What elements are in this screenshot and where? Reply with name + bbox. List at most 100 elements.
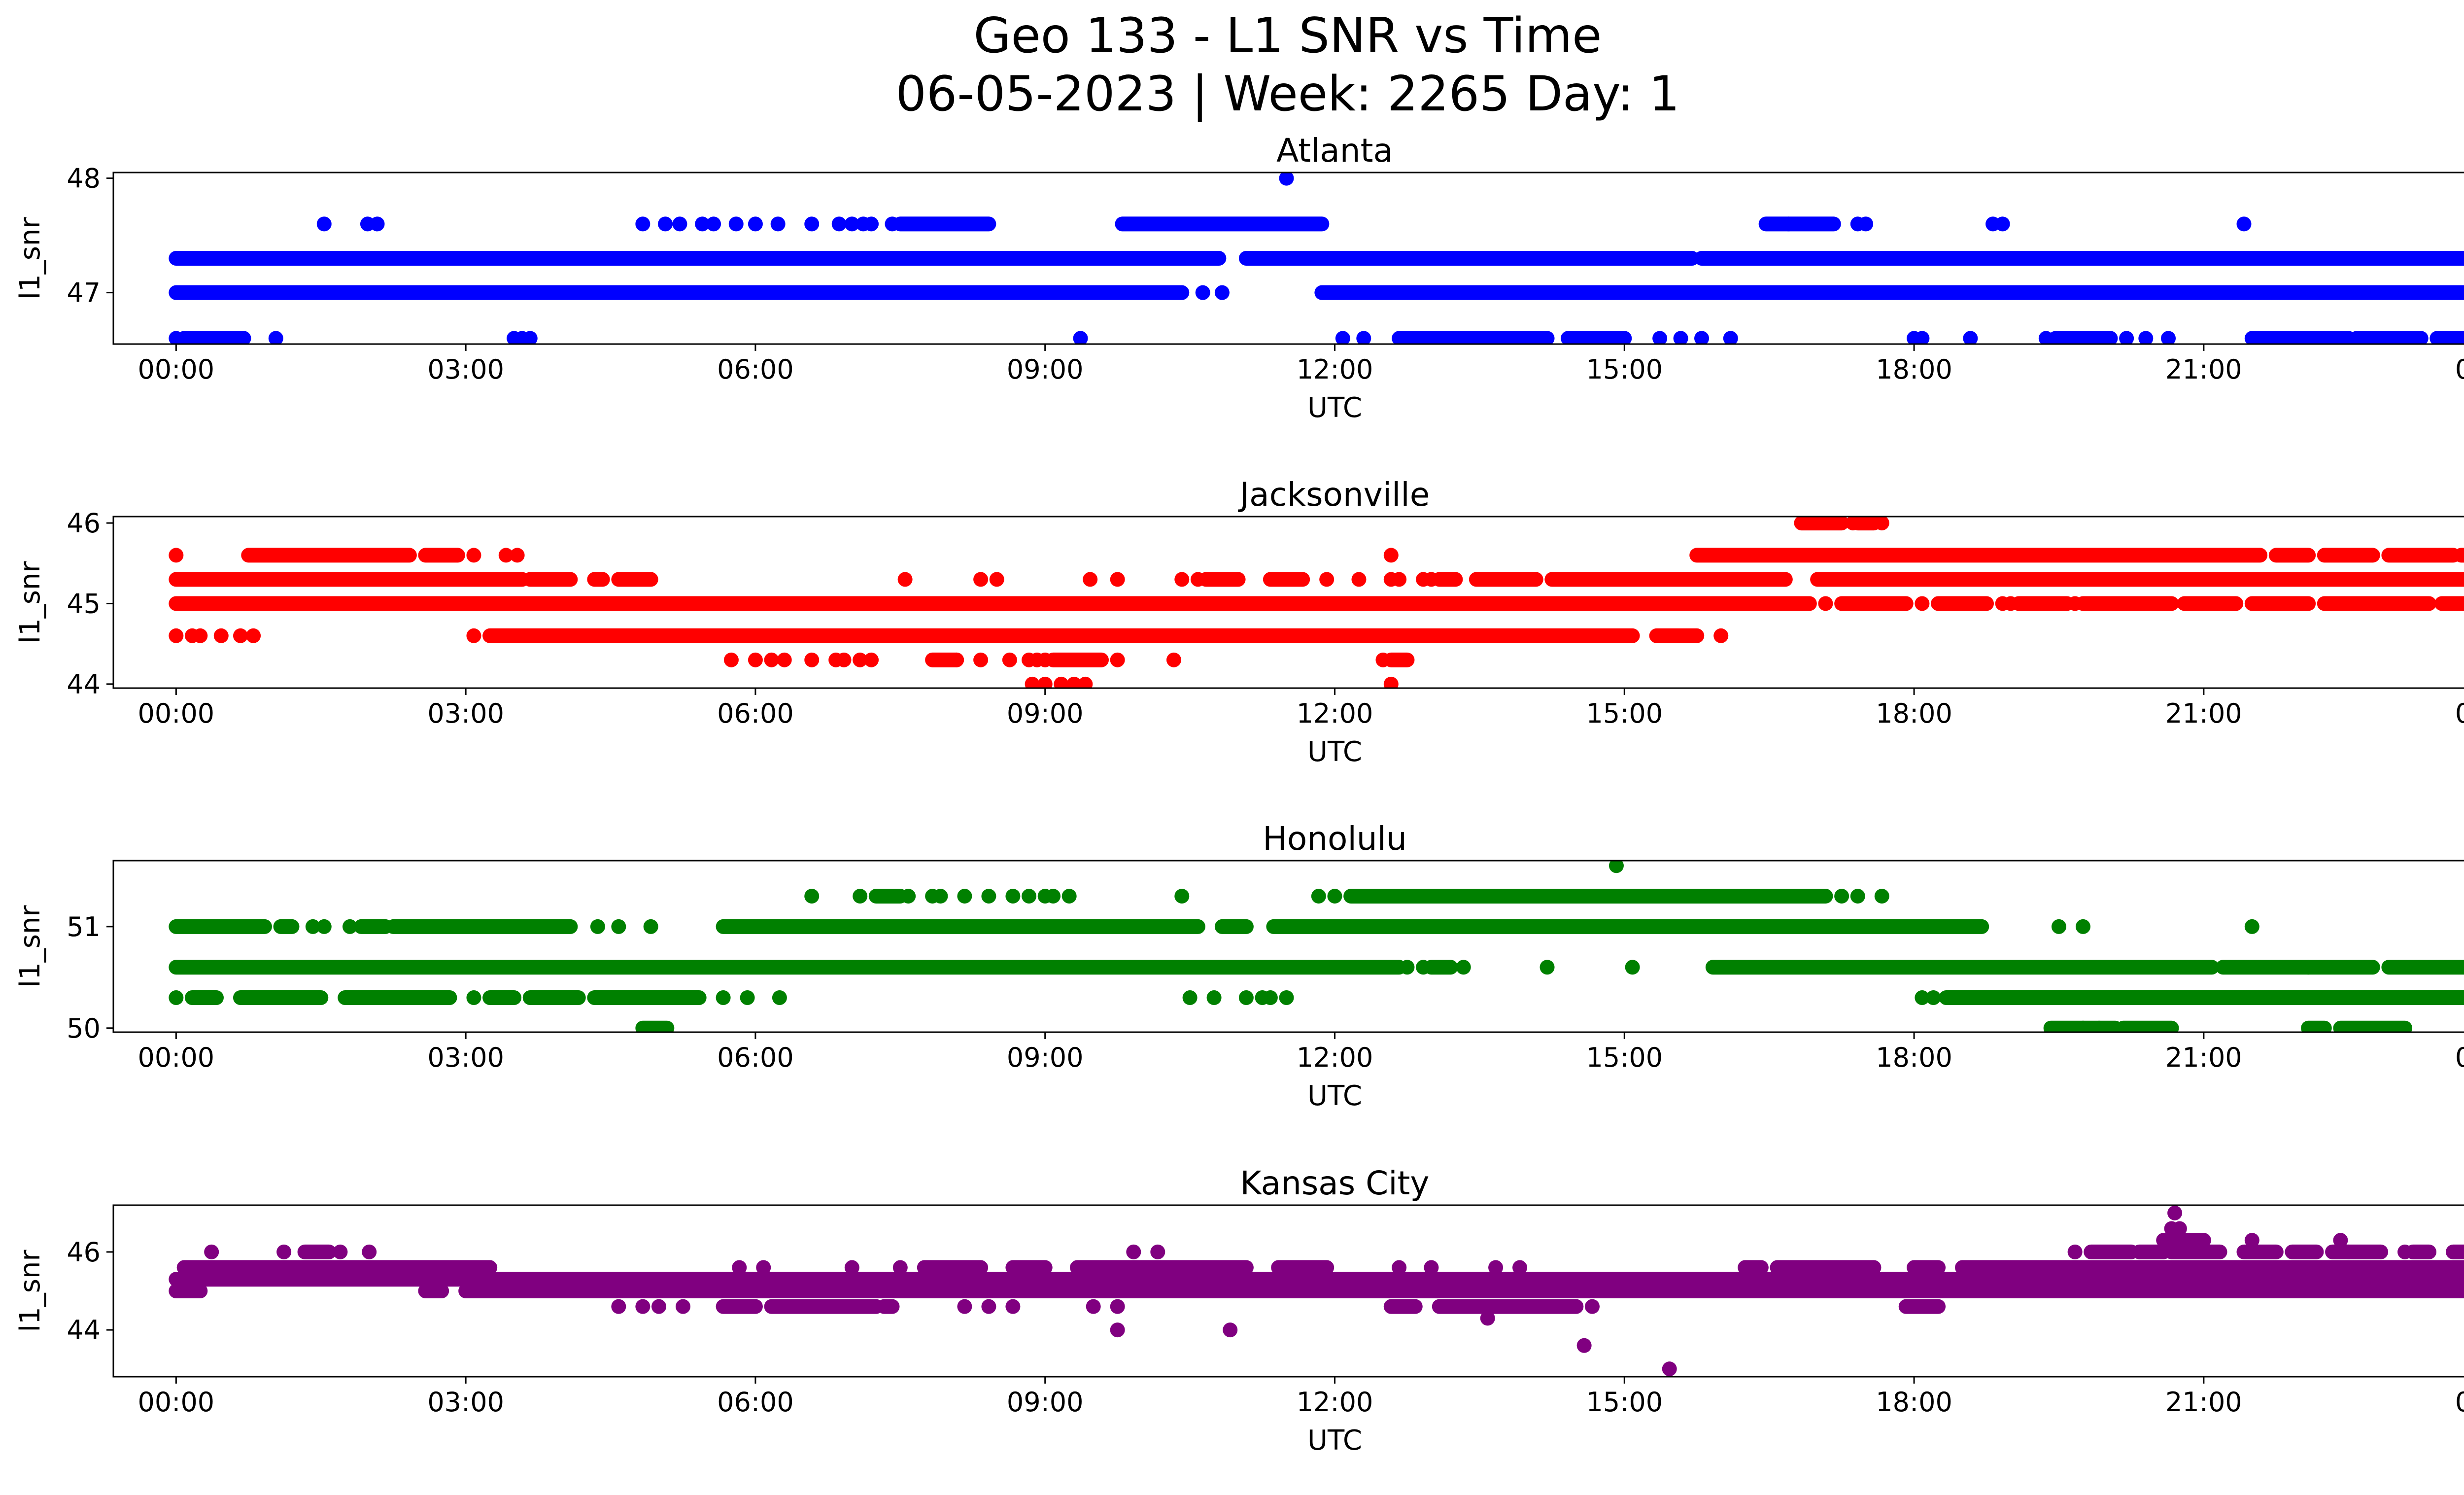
x-tick-label: 00:00 [2455,354,2464,385]
data-point [1279,990,1294,1005]
x-tick-label: 18:00 [1876,354,1952,385]
data-point [748,652,763,667]
data-point [1005,1299,1021,1314]
point-run [1115,216,1330,232]
data-point [981,1299,996,1314]
data-point [1392,1260,1407,1275]
point-run [611,572,658,587]
data-point [635,1299,650,1314]
data-point [1488,1260,1504,1275]
data-point [1576,1338,1592,1353]
data-point [732,1260,747,1275]
subplot-honolulu: Honolulu 00:00 03:00 06:00 09:00 12:00 15:00 18… [14,820,2464,1112]
point-run [273,919,300,934]
figure-title: Geo 133 - L1 SNR vs Time [973,8,1602,64]
data-point [1356,331,1371,344]
point-run [1955,1260,2464,1275]
point-run [2084,1244,2139,1259]
point-run [2268,548,2316,563]
data-point [844,216,859,232]
data-point [333,1244,348,1259]
data-point [2244,1233,2259,1248]
data-point [1713,628,1729,643]
point-run [2325,1244,2389,1259]
point-run [418,1284,449,1298]
data-point [1002,652,1017,667]
data-point [672,216,687,232]
data-point [1512,1260,1528,1275]
data-point [466,548,481,563]
point-run [522,990,586,1005]
data-point [466,628,481,643]
point-run [2116,1020,2179,1032]
point-run [1005,1260,1053,1275]
data-point [844,1260,859,1275]
point-run [1263,572,1310,587]
x-axis-label: UTC [1307,1425,1362,1457]
data-point [804,216,820,232]
data-point [2156,1233,2171,1248]
point-run [169,919,272,934]
data-point [1073,331,1088,344]
point-run [2164,1233,2211,1248]
x-tick-label: 12:00 [1297,354,1373,385]
y-axis-label: l1_snr [14,217,46,300]
point-run [1560,331,1632,344]
subplot-kansas-city: Kansas City 00:00 03:00 06:00 09:00 12:00 15:0… [14,1164,2464,1457]
data-point [1110,652,1125,667]
point-run [2405,1244,2437,1259]
data-point [2236,216,2252,232]
data-point [490,990,506,1005]
data-point [2067,596,2083,611]
data-point [1874,517,1889,531]
point-run [2164,1244,2227,1259]
data-point [1037,676,1053,688]
point-run [1770,1260,1882,1275]
data-point [611,919,626,934]
point-run [2244,596,2316,611]
point-run [1214,919,1254,934]
data-point [2301,960,2316,975]
data-point [2067,1244,2083,1259]
data-point [1174,572,1190,587]
point-run [1266,919,1989,934]
x-tick-label: 09:00 [1007,354,1084,385]
data-point [276,1244,292,1259]
point-run [185,990,224,1005]
x-tick-label: 18:00 [1876,1042,1952,1073]
data-point [1025,676,1040,688]
data-point [1858,216,1874,232]
point-run [338,990,457,1005]
data-point [169,548,184,563]
point-run [2285,1244,2324,1259]
point-run [587,990,707,1005]
x-tick-label: 00:00 [138,1042,215,1073]
point-run [1469,572,1543,587]
y-tick-label: 44 [67,1315,101,1346]
data-point [831,216,847,232]
x-tick-label: 12:00 [1297,1042,1373,1073]
data-point [651,1299,666,1314]
data-point [2341,1244,2356,1259]
data-point [1327,889,1342,904]
x-tick-label: 09:00 [1007,1042,1084,1073]
data-point [2091,1020,2107,1032]
data-point [1022,889,1037,904]
x-tick-label: 03:00 [427,698,504,729]
y-tick-label: 46 [67,1237,101,1268]
point-run [2317,548,2380,563]
y-axis-label: l1_snr [14,1250,46,1332]
data-point [1311,889,1326,904]
y-tick-label: 44 [67,669,101,700]
data-point [1150,1244,1165,1259]
x-tick-label: 21:00 [2165,354,2242,385]
data-point [1834,889,1849,904]
data-point [933,889,948,904]
point-run [1424,960,1458,975]
y-axis-label: l1_snr [14,905,46,988]
point-run [587,572,610,587]
x-tick-label: 03:00 [427,1042,504,1073]
y-axis-label: l1_snr [14,561,46,644]
point-run [877,1299,900,1314]
